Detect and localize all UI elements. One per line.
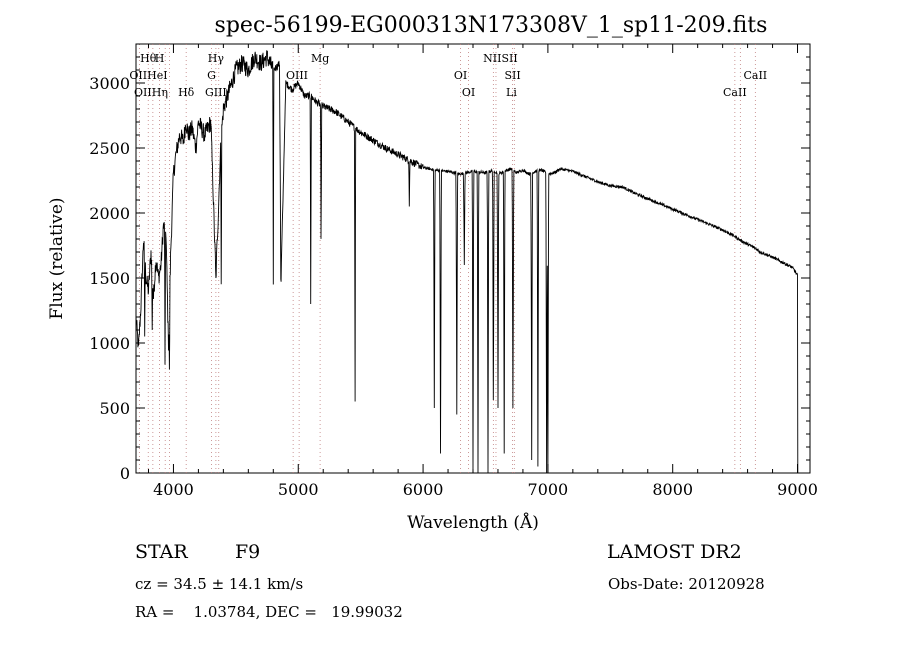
line-annotation: OIIHη (134, 86, 168, 99)
line-annotation: Hδ (178, 86, 195, 99)
y-tick-label: 1000 (89, 334, 130, 353)
line-annotation: H (155, 52, 165, 65)
x-axis-label: Wavelength (Å) (407, 512, 539, 533)
line-annotation: OI (462, 86, 475, 99)
line-annotation: NIISII (483, 52, 518, 65)
coordinates-label: RA = 1.03784, DEC = 19.99032 (135, 603, 403, 621)
y-tick-label: 0 (120, 464, 130, 483)
x-tick-label: 8000 (652, 480, 693, 499)
line-annotation: OIII (286, 69, 308, 82)
y-tick-label: 2500 (89, 139, 130, 158)
line-annotation: OI (454, 69, 467, 82)
line-annotation: Hγ (208, 52, 225, 65)
x-tick-label: 7000 (528, 480, 569, 499)
survey-label: LAMOST DR2 (607, 541, 742, 563)
line-annotation: CaII (723, 86, 747, 99)
line-annotation: CaII (743, 69, 767, 82)
object-class: STAR (135, 541, 188, 563)
x-tick-label: 9000 (777, 480, 818, 499)
obs-date-label: Obs-Date: 20120928 (608, 575, 765, 593)
line-annotation: GIII (205, 86, 227, 99)
line-annotation: Li (506, 86, 517, 99)
line-annotation: Hθ (140, 52, 157, 65)
y-tick-label: 2000 (89, 204, 130, 223)
chart-title: spec-56199-EG000313N173308V_1_sp11-209.f… (215, 13, 768, 38)
object-subclass: F9 (235, 541, 261, 563)
redshift-label: cz = 34.5 ± 14.1 km/s (135, 575, 304, 593)
y-axis-label: Flux (relative) (47, 197, 67, 319)
x-tick-label: 4000 (153, 480, 194, 499)
spectrum-line (135, 50, 799, 474)
line-annotation: SII (504, 69, 520, 82)
line-annotation: OIIHeI (129, 69, 167, 82)
line-annotation: Mg (311, 52, 329, 65)
x-tick-label: 6000 (403, 480, 444, 499)
y-tick-label: 3000 (89, 74, 130, 93)
x-tick-label: 5000 (278, 480, 319, 499)
y-tick-label: 500 (99, 399, 130, 418)
y-tick-label: 1500 (89, 269, 130, 288)
line-annotation: G (207, 69, 216, 82)
